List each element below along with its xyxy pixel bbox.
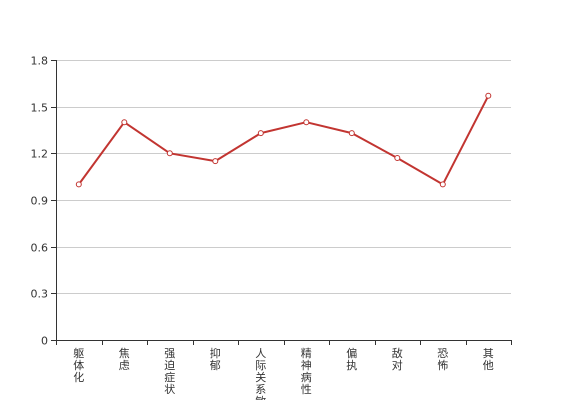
data-point[interactable]: [75, 181, 82, 188]
series-layer: [75, 92, 492, 188]
tick-labels: 0 0.3 0.6 0.9 1.2 1.5 1.8 躯体化 焦虑 强迫症状 抑郁 人际关系敏感 精神病性…: [31, 55, 494, 400]
y-tick-label: 1.8: [31, 55, 49, 68]
x-tick-label: 躯体化: [73, 347, 84, 384]
y-tick-label: 0.3: [31, 288, 49, 301]
series-line: [77, 95, 490, 186]
y-tick-label: 0.6: [31, 242, 49, 255]
x-tick-label: 强迫症状: [164, 347, 175, 396]
data-point[interactable]: [485, 92, 492, 99]
data-point[interactable]: [439, 181, 446, 188]
y-tick-label: 0.9: [31, 195, 49, 208]
data-point[interactable]: [166, 150, 173, 157]
data-point[interactable]: [257, 130, 264, 137]
x-tick-label: 偏执: [346, 346, 357, 372]
x-tick-label: 抑郁: [210, 346, 221, 372]
x-tick-label: 其他: [483, 347, 494, 372]
data-point[interactable]: [212, 158, 219, 165]
y-tick-label: 1.2: [31, 148, 49, 161]
data-point[interactable]: [348, 130, 355, 137]
x-tick-label: 精神病性: [301, 347, 312, 396]
axes: [51, 60, 512, 345]
x-tick-label: 人际关系敏感: [255, 347, 266, 400]
data-point[interactable]: [121, 119, 128, 126]
data-point[interactable]: [303, 119, 310, 126]
gridlines: [56, 60, 511, 294]
y-tick-label: 1.5: [31, 102, 49, 115]
y-tick-label: 0: [41, 335, 48, 348]
x-tick-label: 焦虑: [119, 347, 130, 372]
x-tick-label: 恐怖: [437, 347, 448, 372]
x-tick-label: 敌对: [392, 346, 403, 372]
data-point[interactable]: [394, 155, 401, 161]
